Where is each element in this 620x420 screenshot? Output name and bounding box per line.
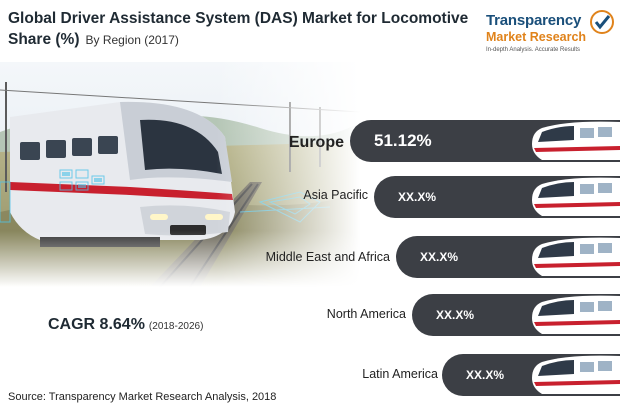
region-label-europe: Europe [288, 134, 344, 151]
train-scene-image [0, 62, 360, 287]
company-logo: Transparency Market Research In-depth An… [486, 10, 616, 60]
region-label-north-america: North America [326, 307, 406, 321]
train-icon-latin-america [532, 355, 620, 394]
source-note: Source: Transparency Market Research Ana… [8, 391, 277, 403]
logo-tagline: In-depth Analysis. Accurate Results [486, 47, 581, 53]
train-icon-middle-east-africa [532, 237, 620, 276]
logo-check-icon [590, 10, 614, 34]
cagr-value: CAGR 8.64% [48, 316, 145, 333]
bar-value-latin-america: XX.X% [466, 368, 505, 382]
bar-value-middle-east-africa: XX.X% [420, 250, 459, 264]
logo-line-1: Transparency [486, 12, 582, 29]
cagr-period: (2018-2026) [148, 321, 204, 332]
train-icon-europe [532, 121, 620, 160]
chart-title: Global Driver Assistance System (DAS) Ma… [8, 8, 478, 51]
region-label-asia-pacific: Asia Pacific [303, 188, 368, 202]
train-icon-asia-pacific [532, 177, 620, 216]
bar-value-europe: 51.12% [374, 131, 432, 150]
cagr-callout: CAGR 8.64% (2018-2026) [48, 316, 203, 334]
bar-value-asia-pacific: XX.X% [398, 190, 437, 204]
region-label-middle-east-africa: Middle East and Africa [265, 250, 390, 264]
chart-title-text: Global Driver Assistance System (DAS) Ma… [8, 10, 469, 48]
train-icon-north-america [532, 295, 620, 334]
logo-line-2: Market Research [486, 30, 587, 44]
bar-value-north-america: XX.X% [436, 308, 475, 322]
chart-subtitle: By Region (2017) [85, 33, 179, 47]
region-label-latin-america: Latin America [362, 367, 438, 381]
